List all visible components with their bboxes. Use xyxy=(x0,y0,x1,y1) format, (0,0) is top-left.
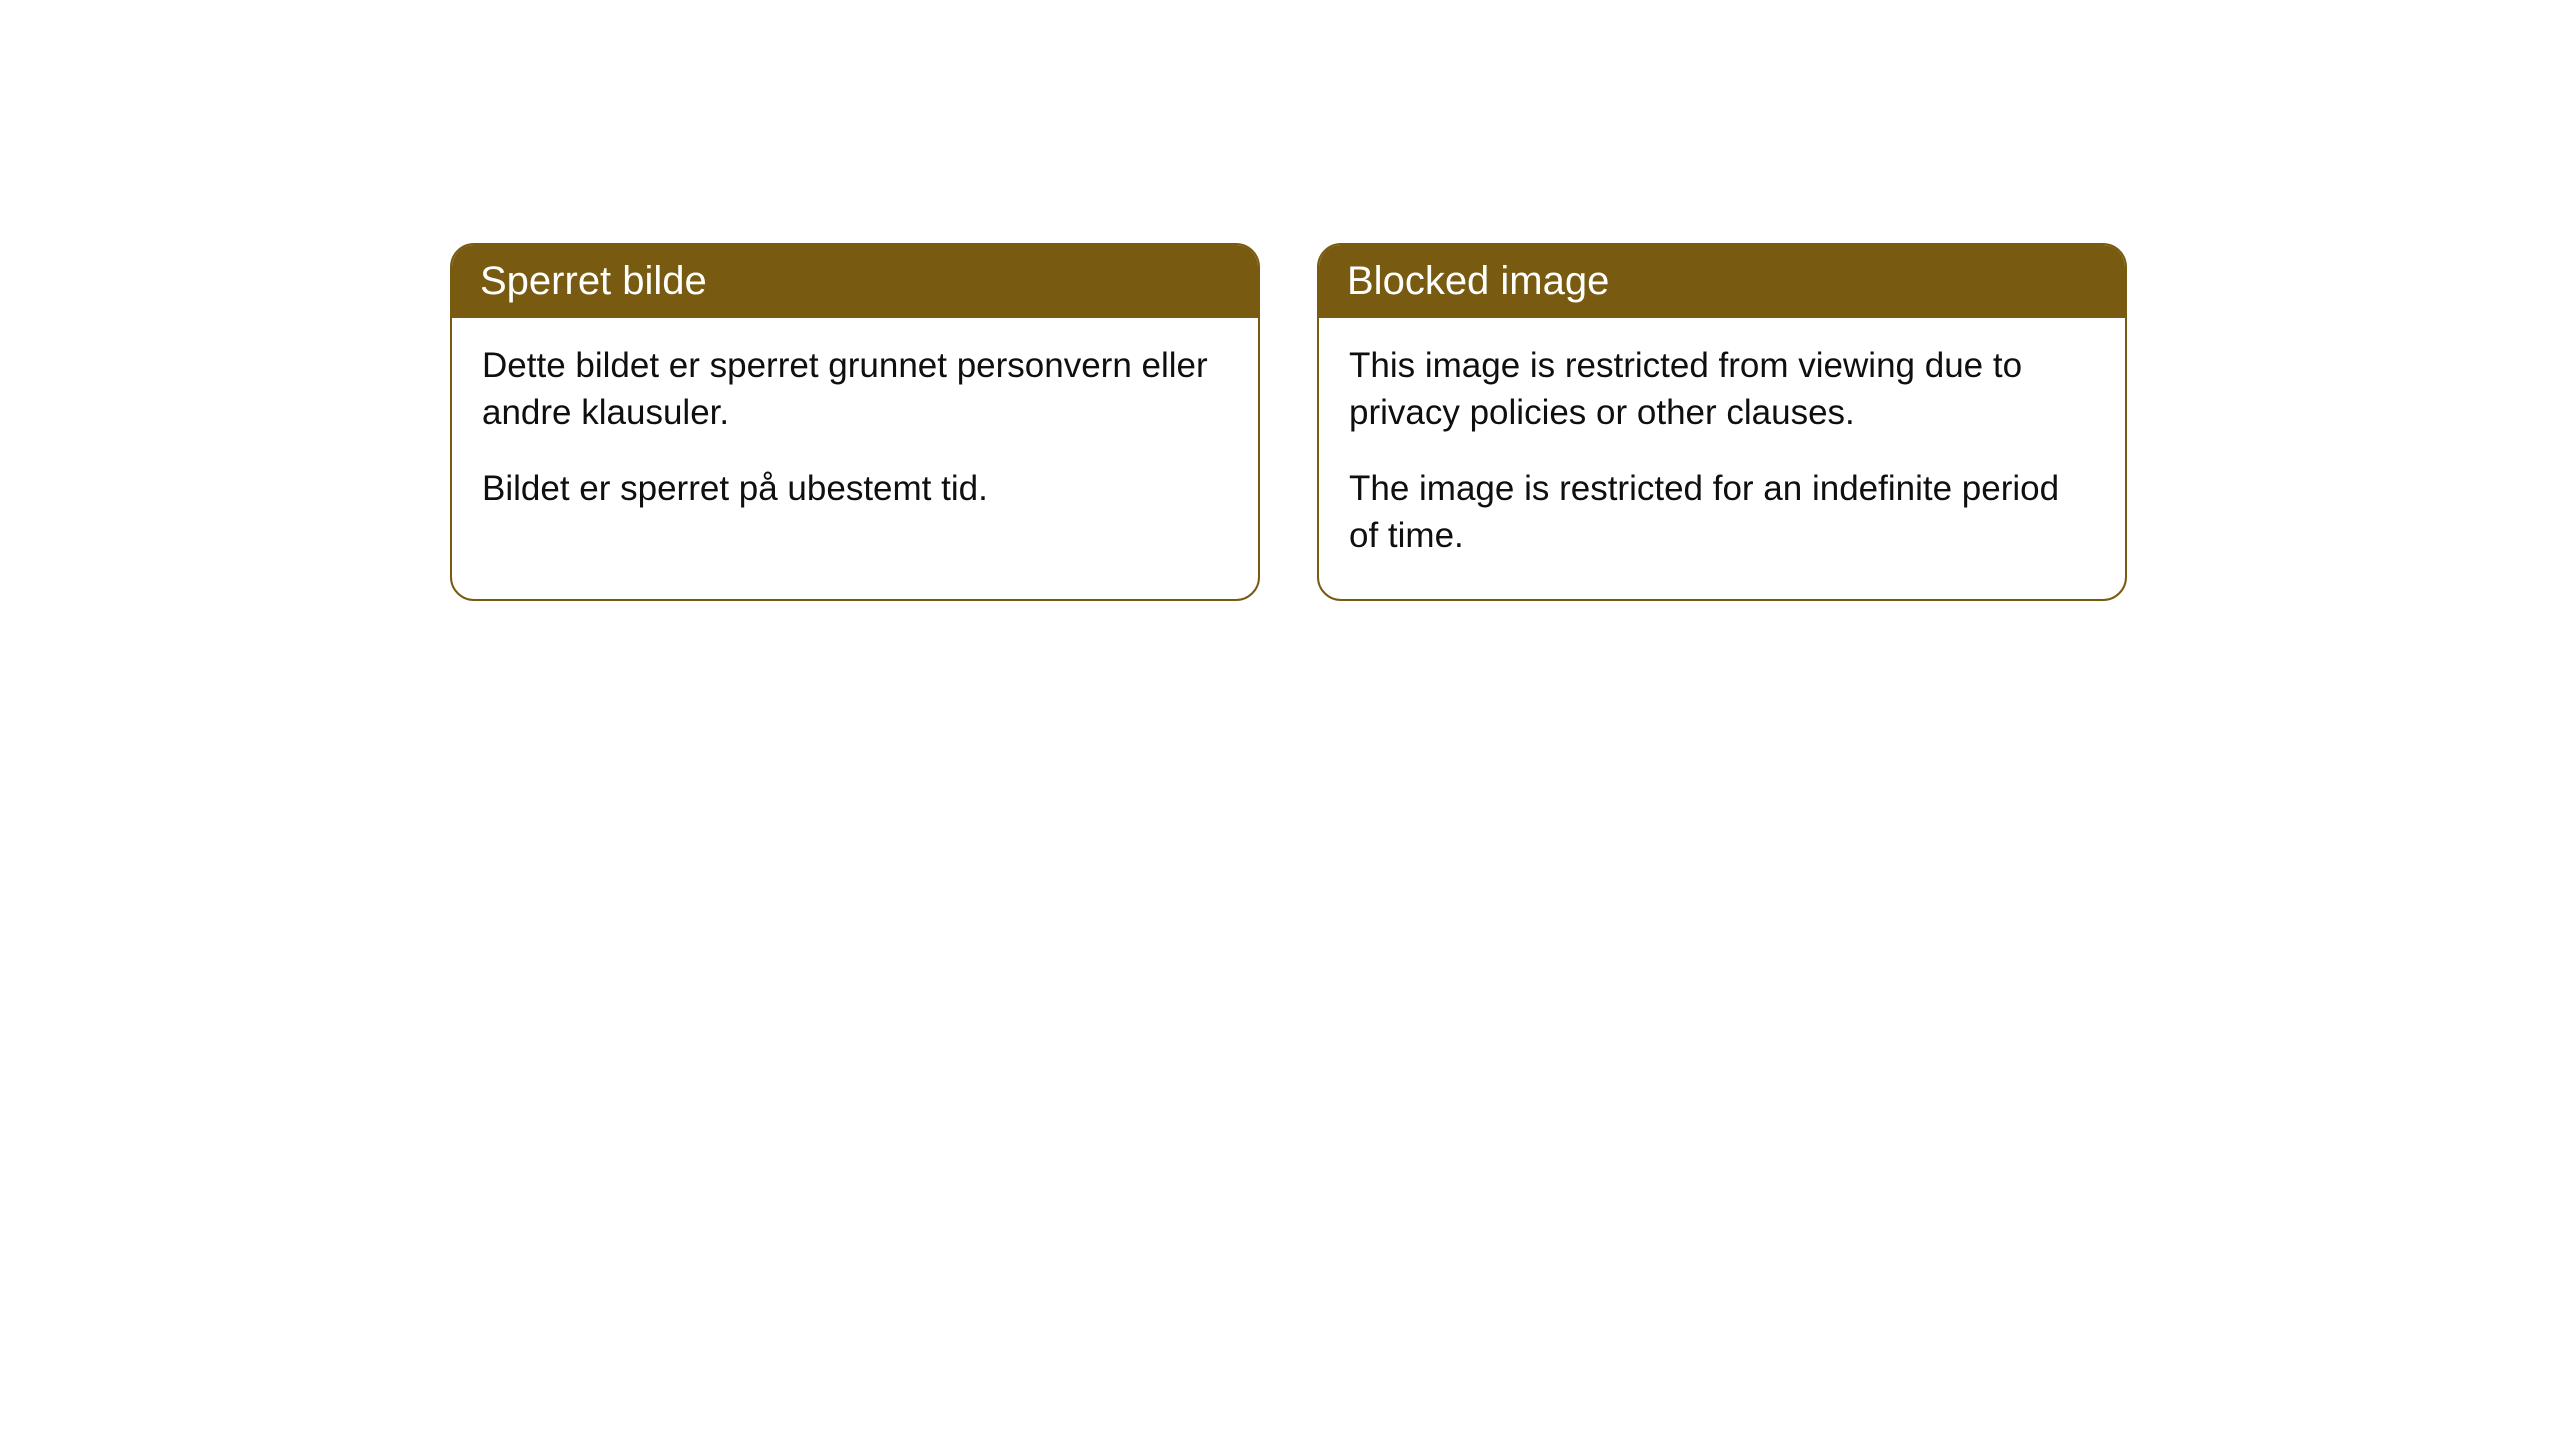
card-paragraph-2: The image is restricted for an indefinit… xyxy=(1349,465,2095,560)
card-title: Blocked image xyxy=(1347,259,1609,303)
card-body: This image is restricted from viewing du… xyxy=(1319,318,2125,599)
card-title: Sperret bilde xyxy=(480,259,707,303)
card-header: Sperret bilde xyxy=(452,245,1258,318)
card-header: Blocked image xyxy=(1319,245,2125,318)
cards-container: Sperret bilde Dette bildet er sperret gr… xyxy=(0,0,2560,601)
card-paragraph-1: Dette bildet er sperret grunnet personve… xyxy=(482,342,1228,437)
card-body: Dette bildet er sperret grunnet personve… xyxy=(452,318,1258,552)
blocked-image-card-norwegian: Sperret bilde Dette bildet er sperret gr… xyxy=(450,243,1260,601)
blocked-image-card-english: Blocked image This image is restricted f… xyxy=(1317,243,2127,601)
card-paragraph-2: Bildet er sperret på ubestemt tid. xyxy=(482,465,1228,512)
card-paragraph-1: This image is restricted from viewing du… xyxy=(1349,342,2095,437)
